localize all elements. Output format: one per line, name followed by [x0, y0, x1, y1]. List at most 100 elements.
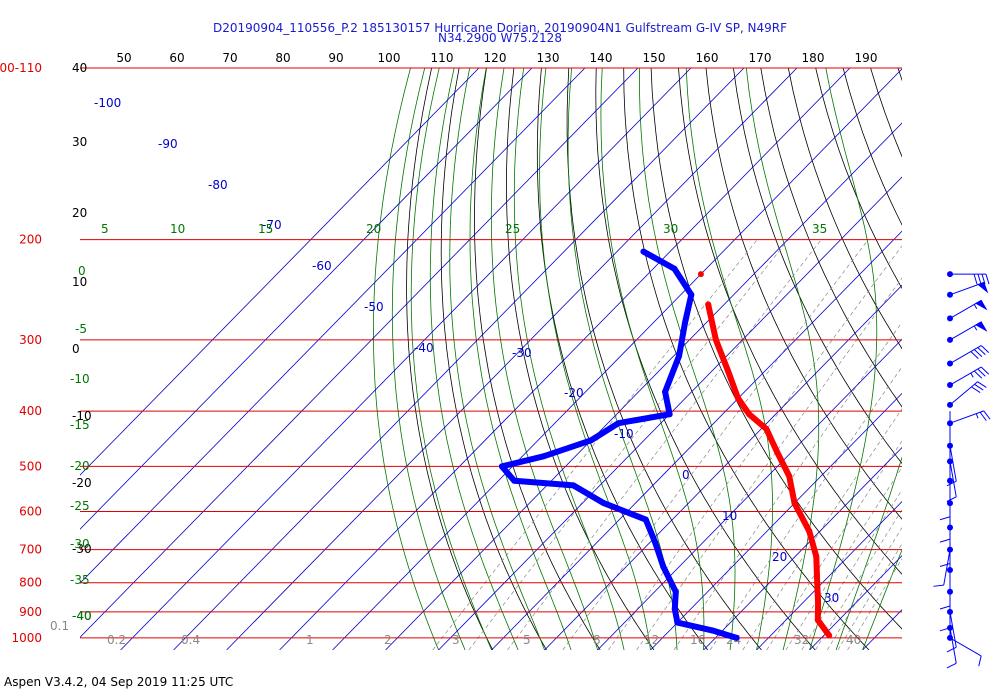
mixing-ratio-line: [801, 489, 902, 650]
moist-adiabat-label: -5: [75, 322, 87, 336]
moist-adiabat-label: -15: [70, 418, 90, 432]
temperature-point: [826, 632, 833, 639]
left-temp-label: -20: [72, 476, 92, 490]
mixing-ratio-line: [837, 543, 902, 650]
dewpoint-point: [671, 265, 678, 272]
wind-barb-feather: [978, 655, 982, 667]
isotherm: [173, 68, 745, 650]
dewpoint-point: [671, 606, 678, 613]
mixing-ratio-label: 12: [644, 633, 659, 647]
moist-adiabat-label: 0: [78, 264, 86, 278]
wind-barb-feather: [970, 351, 979, 360]
isotherm-label: 10: [722, 509, 737, 523]
wind-barb-feather: [946, 480, 957, 487]
theta-label: 100: [378, 51, 401, 65]
wind-barb-staff: [949, 345, 982, 364]
wind-barb-feather: [939, 538, 951, 543]
mixing-ratio-line: [432, 239, 758, 650]
theta-label: 120: [484, 51, 507, 65]
temperature-point: [814, 579, 821, 586]
temperature-point: [773, 448, 780, 455]
mixing-ratio-label: 2: [384, 633, 392, 647]
moist-adiabat: [600, 68, 705, 650]
moist-adiabat: [449, 68, 545, 650]
mixing-ratio-line: [766, 440, 902, 650]
moist-adiabat-label: 20: [366, 222, 381, 236]
moist-adiabat: [809, 68, 878, 650]
temperature-point: [791, 500, 798, 507]
isotherm: [120, 68, 692, 650]
left-temp-label: -10: [72, 409, 92, 423]
dry-adiabat: [440, 68, 547, 650]
left-temp-label: -40: [72, 609, 92, 623]
temperature-point: [814, 616, 821, 623]
moist-adiabat-label: -40: [72, 609, 92, 623]
mixing-ratio-line: [562, 239, 869, 650]
isotherm: [809, 555, 902, 650]
dry-adiabat: [897, 68, 902, 82]
isotherm: [385, 122, 902, 650]
dry-adiabat: [623, 68, 870, 650]
isotherm-label: -10: [614, 427, 634, 441]
isotherm: [332, 68, 902, 650]
theta-label: 60: [169, 51, 184, 65]
wind-barb-feather: [939, 516, 951, 521]
wind-barb-half-feather: [973, 304, 978, 309]
isotherm: [80, 68, 639, 638]
mixing-ratio-label: 5: [523, 633, 531, 647]
mixing-ratio-line: [468, 239, 789, 650]
moist-adiabat: [513, 68, 625, 650]
mixing-ratio-line: [742, 408, 902, 650]
wind-barb-half-feather: [973, 325, 978, 331]
theta-label: 110: [431, 51, 454, 65]
moist-adiabat: [745, 68, 820, 650]
dewpoint-point: [660, 563, 667, 570]
wind-barb-staff: [943, 549, 951, 586]
theta-label: 50: [116, 51, 131, 65]
theta-label: 140: [590, 51, 613, 65]
dewpoint-point: [588, 437, 595, 444]
dewpoint-point: [600, 500, 607, 507]
wind-barb-feather: [939, 605, 951, 610]
pressure-label: 400: [19, 404, 42, 418]
wind-barb-half-feather: [970, 372, 974, 378]
mixing-ratio-label: 3: [452, 633, 460, 647]
moist-adiabat-label: 30: [663, 222, 678, 236]
left-temp-label: -30: [72, 542, 92, 556]
mixing-ratio-line: [673, 321, 902, 650]
left-temp-label: 0: [72, 342, 80, 356]
isotherm-label: -70: [262, 218, 282, 232]
mixing-ratio-label: 32: [794, 633, 809, 647]
dewpoint-point: [570, 482, 577, 489]
moist-adiabat: [639, 68, 736, 650]
dry-adiabat: [406, 68, 494, 650]
mixing-ratio-line: [608, 245, 902, 650]
temperature-point: [786, 473, 793, 480]
moist-adiabat-label: 35: [812, 222, 827, 236]
pressure-label: 300: [19, 333, 42, 347]
wind-barb-feather: [973, 370, 983, 379]
theta-label: 150: [643, 51, 666, 65]
pressure-label: 700: [19, 543, 42, 557]
pressure-label: 800: [19, 576, 42, 590]
theta-label: 70: [222, 51, 237, 65]
theta-label: 160: [696, 51, 719, 65]
isotherm: [969, 68, 1000, 650]
wind-barb-feather: [979, 411, 987, 421]
temperature-point: [746, 411, 753, 418]
dry-adiabat: [705, 68, 902, 520]
wind-barb-staff: [949, 381, 978, 406]
moist-adiabat-label: 15: [258, 222, 273, 236]
mixing-ratio-label: 0.1: [50, 619, 69, 633]
wind-barb-staff: [949, 410, 984, 424]
pressure-label: 1000: [11, 631, 42, 645]
wind-barb-flag: [974, 321, 988, 332]
isotherm-label: -100: [94, 96, 121, 110]
wind-barb-feather: [985, 274, 990, 285]
moist-adiabat-label: -30: [70, 537, 90, 551]
left-temp-label: 10: [72, 275, 87, 289]
dewpoint-point: [733, 634, 740, 641]
temperature-point: [813, 553, 820, 560]
isotherm: [544, 284, 902, 650]
